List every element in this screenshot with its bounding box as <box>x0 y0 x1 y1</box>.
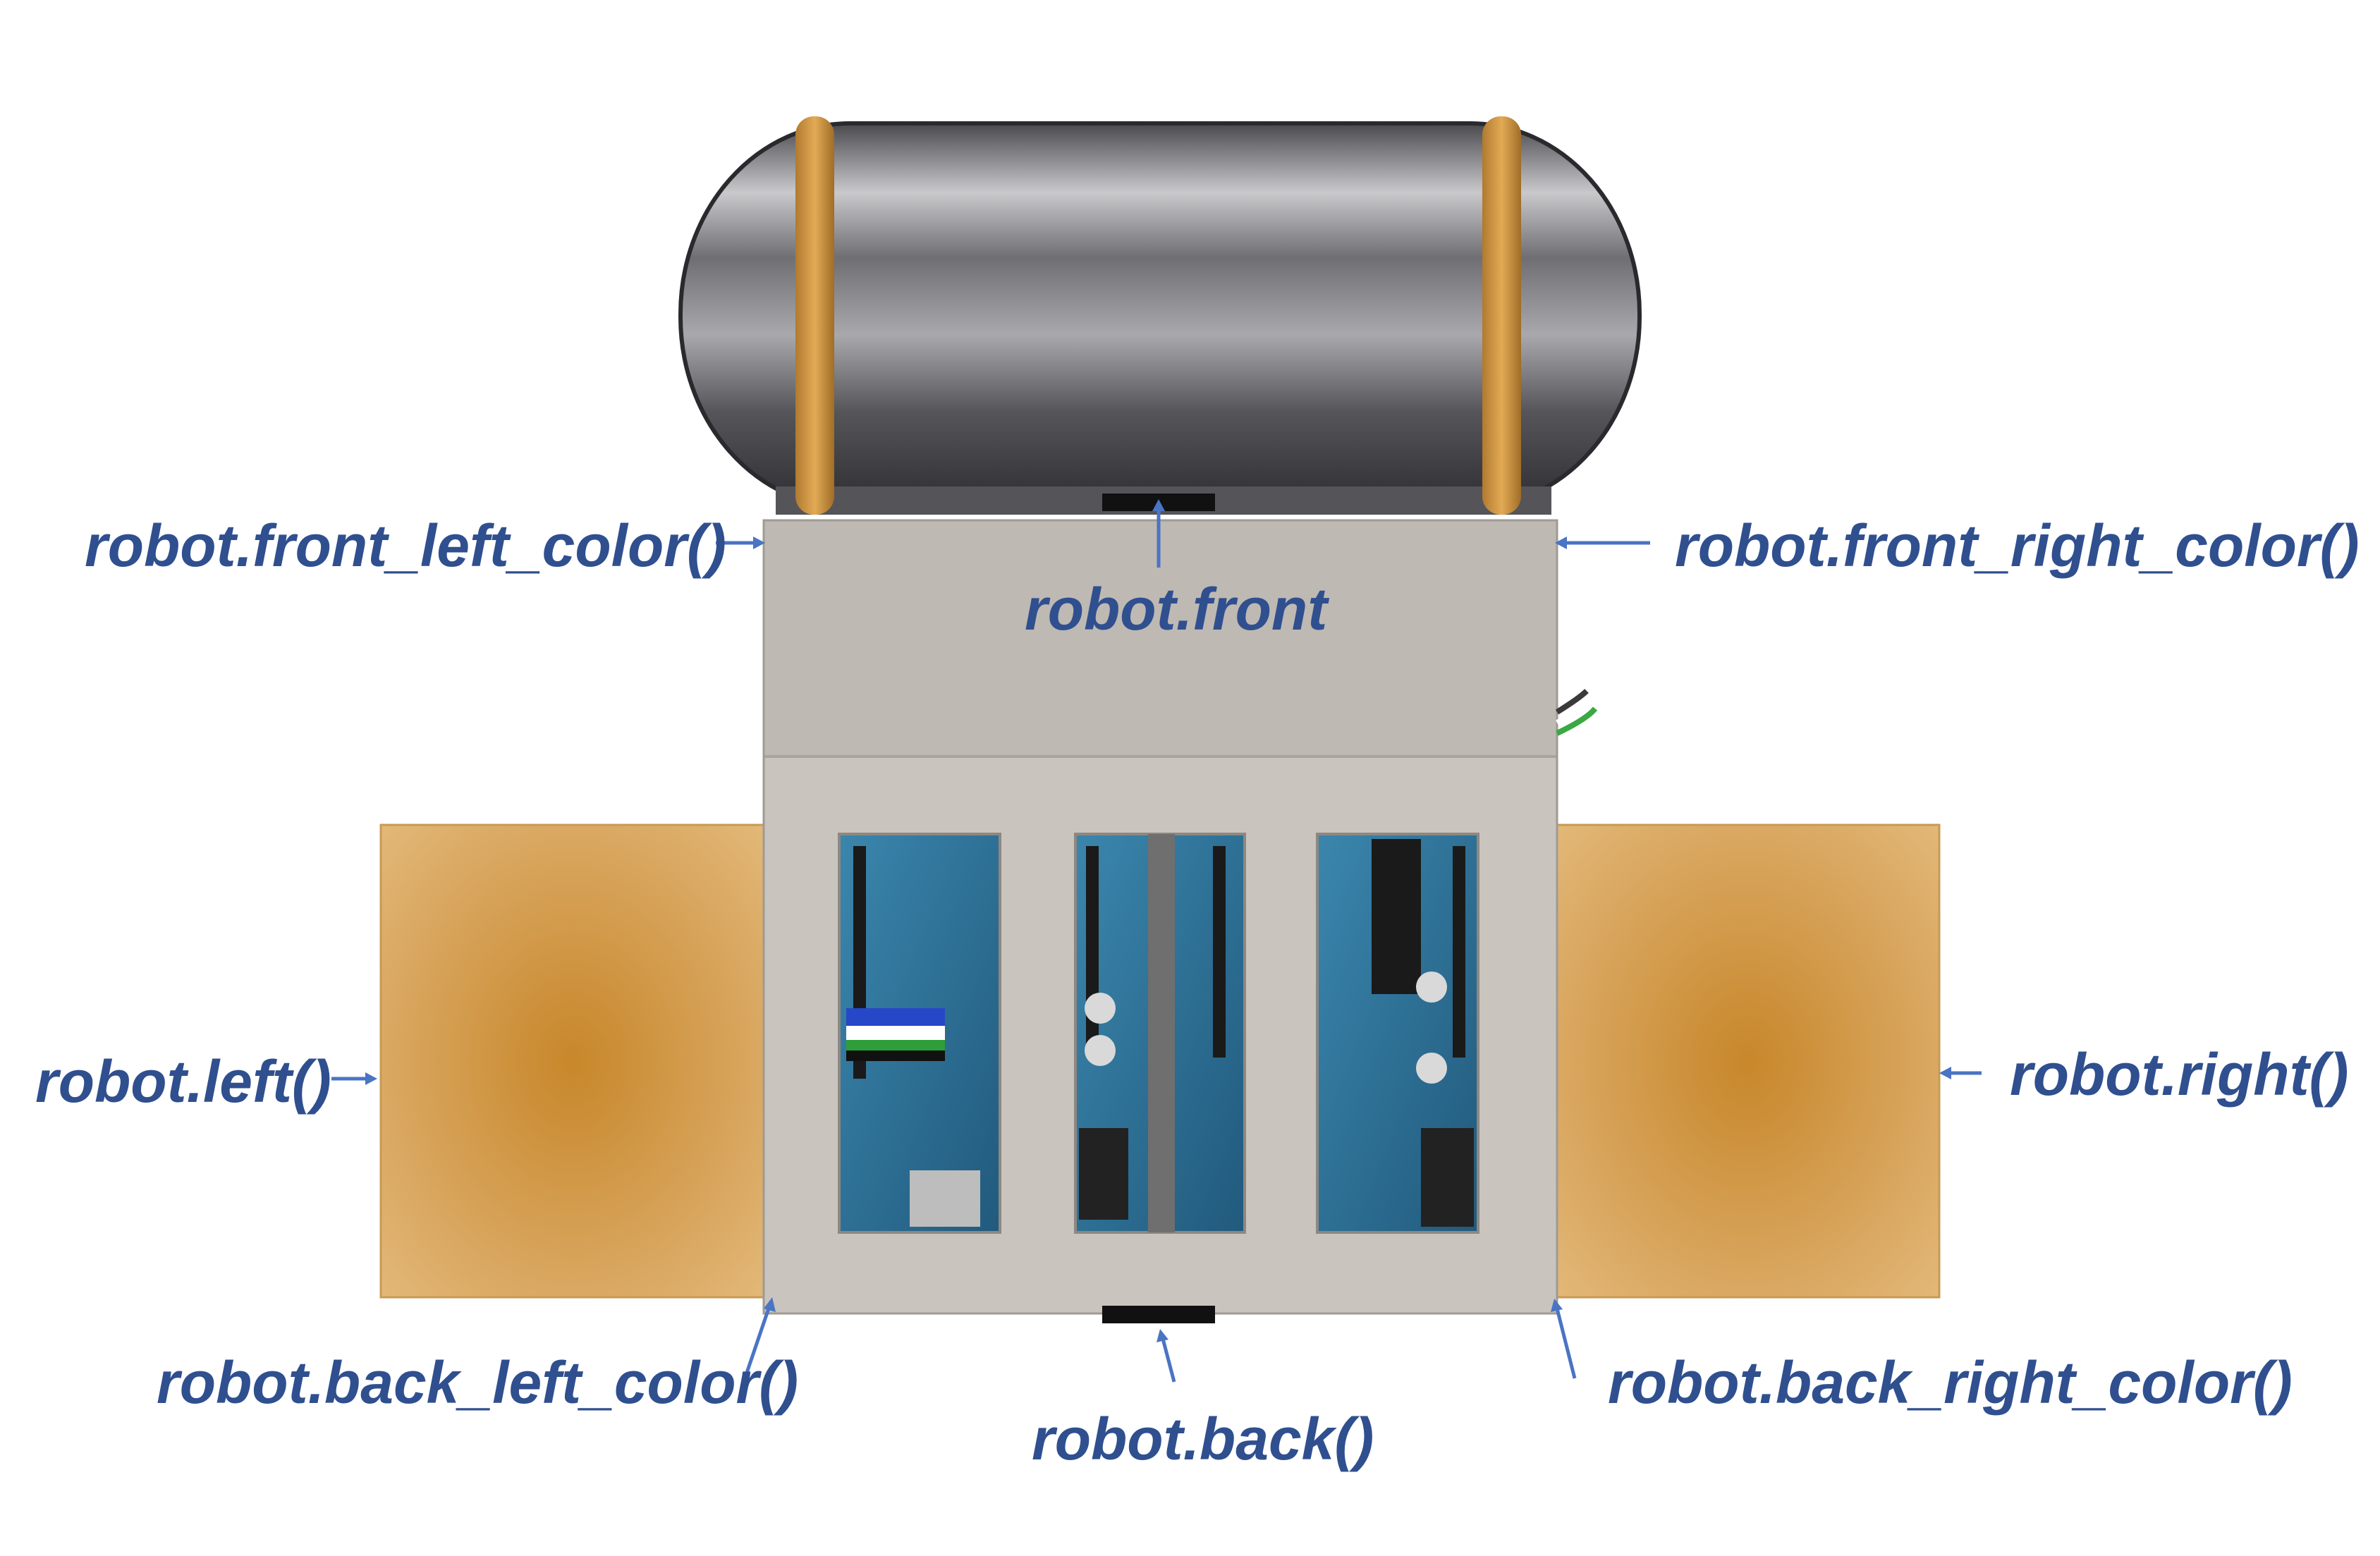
label-back-left-color: robot.back_left_color() <box>157 1349 798 1416</box>
label-front-right-color: robot.front_right_color() <box>1675 513 2360 579</box>
arrow-front <box>1152 499 1165 568</box>
right-wheel <box>1554 823 1941 1299</box>
left-wheel <box>379 823 767 1299</box>
arrow-front-left-color <box>716 537 765 549</box>
tank-band-right <box>1482 116 1521 515</box>
arrow-back-left-color <box>744 1297 776 1376</box>
arrow-right <box>1939 1067 1982 1079</box>
board-window-middle <box>1074 833 1246 1234</box>
arrow-back-right-color <box>1551 1299 1577 1379</box>
label-left: robot.left() <box>35 1048 331 1115</box>
label-back: robot.back() <box>1032 1406 1374 1472</box>
label-front: robot.front <box>1025 576 1329 642</box>
label-right: robot.right() <box>2010 1041 2349 1108</box>
label-back-right-color: robot.back_right_color() <box>1608 1349 2293 1416</box>
wires <box>1555 689 1598 736</box>
board-window-right <box>1316 833 1479 1234</box>
back-sensor <box>1102 1306 1215 1323</box>
arrow-front-right-color <box>1555 537 1650 549</box>
label-front-left-color: robot.front_left_color() <box>85 513 726 579</box>
arrow-left <box>331 1072 377 1085</box>
board-window-left <box>838 833 1001 1234</box>
tank-band-left <box>795 116 834 515</box>
arrow-back <box>1157 1329 1176 1383</box>
